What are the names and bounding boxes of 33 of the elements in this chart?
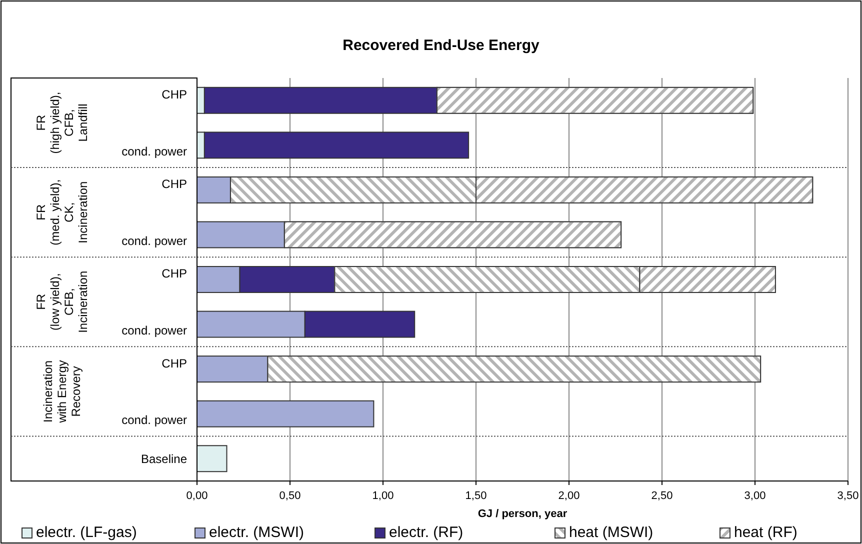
x-tick-label: 0,00: [186, 490, 208, 502]
y-tick-label: CHP: [162, 356, 187, 370]
y-tick-label: Baseline: [140, 452, 188, 466]
x-axis-title: GJ / person, year: [478, 508, 568, 520]
y-tick-label: CHP: [162, 88, 187, 102]
chart-title: Recovered End-Use Energy: [342, 37, 540, 54]
y-tick-label: cond. power: [122, 234, 187, 248]
legend-label: heat (MSWI): [569, 524, 654, 541]
bar: [196, 221, 285, 248]
x-tick-label: 3,00: [744, 490, 766, 502]
bar: [196, 445, 228, 472]
y-tick-label: cond. power: [122, 144, 187, 158]
legend-label: electr. (LF-gas): [36, 524, 137, 541]
text: Incineration with Energy Recovery: [41, 360, 83, 424]
x-tick-label: 2,00: [558, 490, 580, 502]
text: FR (high yield), CFB, Landfill: [34, 92, 90, 154]
x-tick-label: 3,50: [837, 490, 859, 502]
legend-label: electr. (RF): [389, 524, 464, 541]
legend-label: heat (RF): [734, 524, 798, 541]
bar: [196, 400, 374, 428]
y-tick-label: CHP: [162, 266, 187, 281]
y-tick-label: cond. power: [122, 413, 187, 428]
x-tick-label: 2,50: [651, 490, 673, 502]
x-tick-label: 0,50: [279, 490, 301, 502]
bar: [196, 176, 231, 204]
bar: [196, 356, 268, 383]
x-tick-label: 1,00: [372, 490, 394, 502]
y-tick-label: CHP: [162, 177, 187, 192]
legend-label: electr. (MSWI): [209, 524, 304, 541]
x-tick-label: 1,50: [465, 490, 487, 502]
text: FR (low yield), CFB, Incineration: [34, 270, 90, 333]
text: FR (med. yield), CK, Incineration: [34, 179, 90, 246]
y-tick-label: cond. power: [122, 323, 187, 338]
